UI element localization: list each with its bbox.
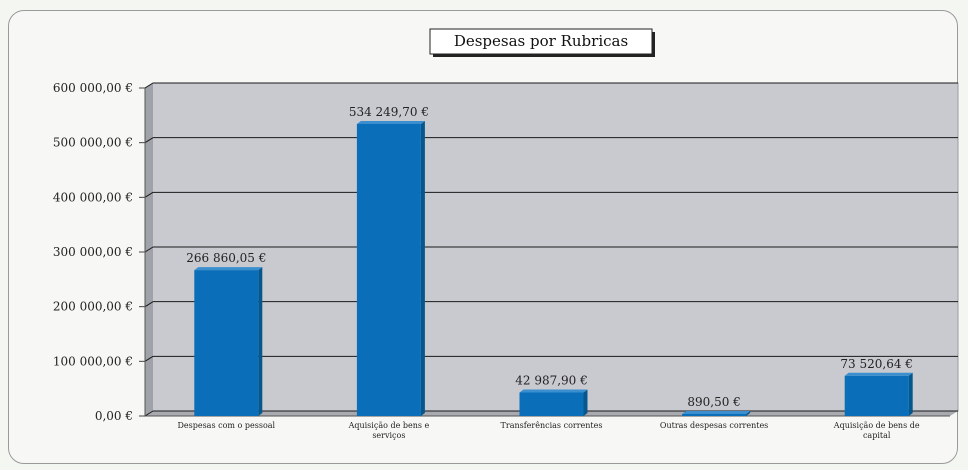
y-tick-label: 100 000,00 €: [53, 354, 133, 368]
bar: [844, 375, 909, 416]
bar-side: [258, 267, 263, 416]
bar: [682, 414, 747, 416]
bar: [519, 392, 584, 416]
x-tick-label: Aquisição de bens de: [833, 421, 920, 430]
bar-side: [420, 120, 425, 417]
data-label: 534 249,70 €: [349, 105, 429, 119]
bar-top: [844, 372, 913, 376]
bar-top: [682, 411, 751, 414]
bar-top: [356, 120, 425, 124]
x-tick-label: Outras despesas correntes: [660, 421, 768, 430]
data-label: 73 520,64 €: [840, 357, 913, 371]
y-tick-label: 600 000,00 €: [53, 81, 133, 95]
gridline-depth: [144, 410, 154, 417]
y-tick-label: 500 000,00 €: [53, 136, 133, 150]
bar-side: [908, 372, 913, 416]
data-label: 890,50 €: [687, 395, 740, 409]
gridline-depth: [144, 191, 154, 198]
bar-side: [746, 411, 751, 416]
x-tick-label: capital: [863, 431, 891, 440]
gridline-depth: [144, 246, 154, 253]
bar-top: [519, 389, 588, 393]
gridline-depth: [144, 355, 154, 362]
chart-title-box: [429, 28, 653, 55]
y-tick-label: 300 000,00 €: [53, 245, 133, 259]
y-tick-label: 200 000,00 €: [53, 300, 133, 314]
y-tick-label: 0,00 €: [95, 409, 133, 423]
data-label: 266 860,05 €: [186, 251, 266, 265]
x-tick-label: serviços: [372, 431, 405, 440]
x-tick-label: Transferências correntes: [501, 421, 603, 430]
gridline-depth: [144, 82, 154, 89]
plot-area: [144, 82, 959, 417]
bar: [356, 123, 421, 417]
data-label: 42 987,90 €: [515, 373, 588, 387]
bar-top: [194, 267, 263, 271]
bar-side: [583, 389, 588, 416]
gridline-depth: [144, 137, 154, 144]
y-tick-label: 400 000,00 €: [53, 190, 133, 204]
gridline-depth: [144, 301, 154, 308]
x-tick-label: Aquisição de bens e: [348, 421, 430, 430]
bar: [194, 270, 259, 416]
x-tick-label: Despesas com o pessoal: [177, 421, 275, 430]
chart-title: Despesas por Rubricas: [454, 32, 628, 50]
